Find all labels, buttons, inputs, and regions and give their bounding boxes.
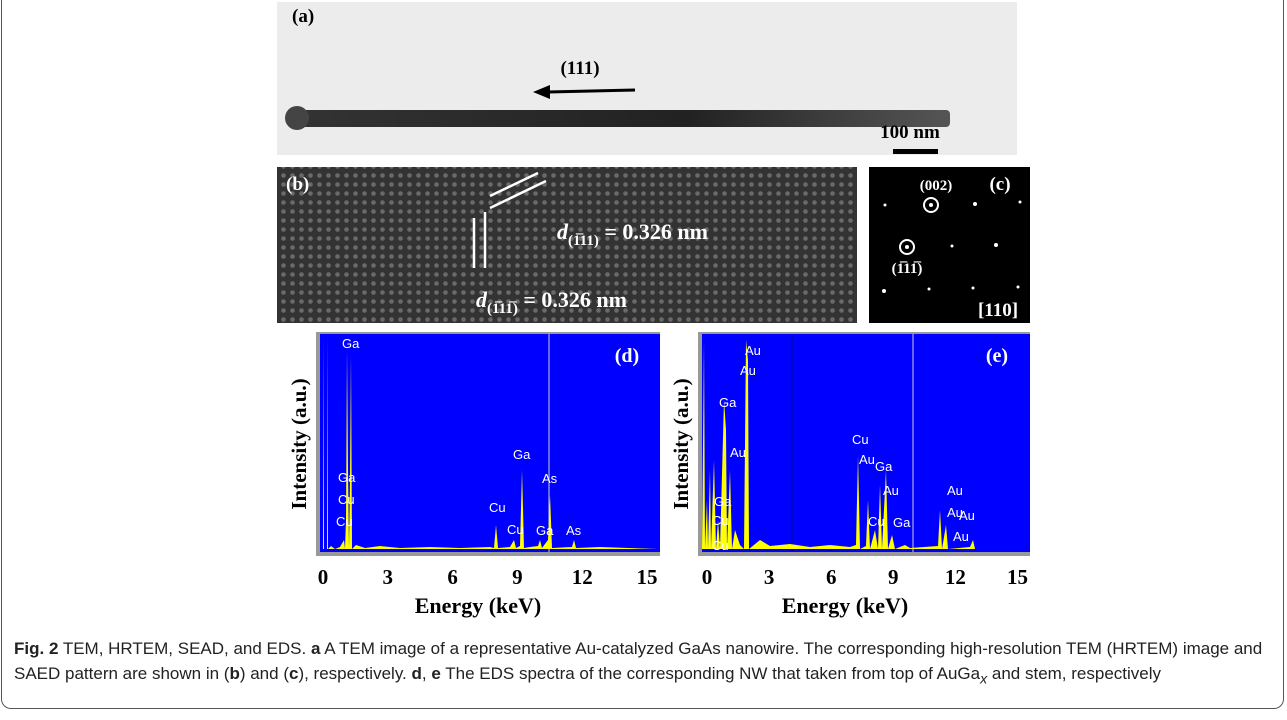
arrow xyxy=(547,88,636,94)
x-tick-label: 6 xyxy=(447,565,458,589)
peak-label: Ga xyxy=(536,523,554,538)
spot-circle xyxy=(923,197,939,213)
caption-part: A TEM image of a representative Au-catal… xyxy=(14,639,1263,683)
peak-label: Au xyxy=(953,529,969,544)
x-tick-label: 6 xyxy=(826,565,837,589)
caption-part: TEM, HRTEM, SEAD, and EDS. xyxy=(58,639,311,658)
nanowire xyxy=(295,110,950,127)
x-tick-label: 3 xyxy=(383,565,394,589)
peak-label: Ga xyxy=(714,494,732,509)
caption-part: c xyxy=(288,664,299,683)
peak-label: As xyxy=(542,471,558,486)
peak-label: Cu xyxy=(868,514,885,529)
peak-label: Ga xyxy=(513,447,531,462)
panel-label: (c) xyxy=(989,174,1010,195)
caption-part: d xyxy=(411,664,422,683)
peak-label: Ga xyxy=(875,459,893,474)
zone-axis: [110] xyxy=(978,300,1018,321)
spot-circle xyxy=(899,239,915,255)
caption-part: b xyxy=(229,664,240,683)
arrow-head xyxy=(533,85,550,99)
caption: Fig. 2 TEM, HRTEM, SEAD, and EDS. a A TE… xyxy=(14,636,1276,692)
caption-part: The EDS spectra of the corresponding NW … xyxy=(440,664,981,683)
peak-label: Cu xyxy=(489,500,506,515)
peak-label: Cu xyxy=(712,513,729,528)
peak-label: Au xyxy=(740,363,756,378)
peak-label: Au xyxy=(859,452,875,467)
panel-label: (d) xyxy=(615,345,639,367)
peak-label: Au xyxy=(730,445,746,460)
plot-area xyxy=(320,334,660,552)
peak-label: Cu xyxy=(852,432,869,447)
peak-label: Cu xyxy=(712,538,729,553)
spot-label: (1̅11̅) xyxy=(892,261,923,277)
y-axis-label: Intensity (a.u.) xyxy=(669,378,693,509)
figure: (a) (111) 100 nm (b) d(1̅11) = 0.326 nm … xyxy=(277,2,1030,618)
caption-part: a xyxy=(310,639,321,658)
peak-label: Au xyxy=(959,508,975,523)
x-tick-label: 9 xyxy=(888,565,899,589)
tem-image xyxy=(277,2,1017,155)
spacing-label: d(1̅11) = 0.326 nm xyxy=(557,219,708,249)
peak-label: Au xyxy=(947,505,963,520)
x-axis-label: Energy (keV) xyxy=(415,593,541,618)
x-axis-label: Energy (keV) xyxy=(782,593,908,618)
caption-part: x xyxy=(980,671,988,688)
plane-lines xyxy=(472,171,547,268)
x-tick-label: 3 xyxy=(764,565,775,589)
panel-label: (e) xyxy=(986,345,1008,367)
peak-label: As xyxy=(566,523,582,538)
peak-label: Cu xyxy=(338,492,355,507)
spot-label: (002) xyxy=(920,178,953,194)
y-axis-label: Intensity (a.u.) xyxy=(287,378,311,509)
spacing-label: d(1̅11̅) = 0.326 nm xyxy=(476,287,627,317)
catalyst-ball xyxy=(285,106,309,130)
peak-label: Ga xyxy=(719,395,737,410)
saed-pattern xyxy=(869,167,1030,323)
caption-part: e xyxy=(431,664,441,683)
scale-bar xyxy=(893,149,938,154)
peak-labels: Au Au Ga Au Ga Cu Cu Cu Au Ga Au Cu Ga A… xyxy=(712,343,975,553)
x-tick-label: 0 xyxy=(318,565,329,589)
peak-label: Cu xyxy=(507,522,524,537)
x-tick-label: 0 xyxy=(702,565,713,589)
x-tick-label: 9 xyxy=(512,565,523,589)
x-tick-label: 15 xyxy=(637,565,658,589)
peak-label: Ga xyxy=(893,515,911,530)
direction-label: (111) xyxy=(560,58,599,79)
caption-part: , xyxy=(421,664,432,683)
panel-label: (a) xyxy=(292,6,314,27)
peak-label: Au xyxy=(745,343,761,358)
peak-label: Ga xyxy=(342,336,360,351)
peak-label: Au xyxy=(947,483,963,498)
peak-label: Ga xyxy=(338,470,356,485)
caption-part: ), respectively. xyxy=(298,664,412,683)
peak-labels: Ga Ga Cu Cu Cu Cu Ga As Ga As xyxy=(336,336,582,538)
x-tick-label: 12 xyxy=(572,565,593,589)
caption-part: and stem, respectively xyxy=(987,664,1162,683)
diffraction-spots xyxy=(882,200,1022,293)
peak-label: Cu xyxy=(336,514,353,529)
x-tick-label: 12 xyxy=(945,565,966,589)
caption-part: Fig. 2 xyxy=(14,639,59,658)
caption-part: ) and ( xyxy=(239,664,289,683)
panel-label: (b) xyxy=(286,174,309,195)
hrtem-image xyxy=(277,167,857,323)
peak-label: Au xyxy=(883,483,899,498)
plot-area xyxy=(702,334,1030,552)
scale-label: 100 nm xyxy=(880,122,940,143)
x-tick-label: 15 xyxy=(1007,565,1028,589)
